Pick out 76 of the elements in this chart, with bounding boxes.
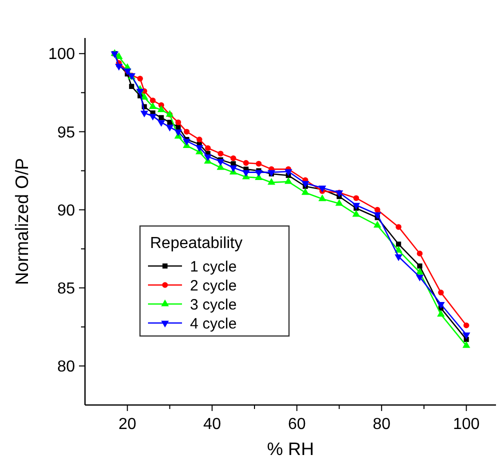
point: [268, 178, 276, 185]
point: [284, 169, 292, 176]
y-tick-label: 100: [48, 46, 76, 64]
y-tick-label: 80: [57, 358, 76, 376]
point: [463, 322, 470, 328]
point: [256, 160, 262, 167]
x-tick-label: 20: [118, 416, 136, 433]
point: [396, 242, 402, 247]
point: [352, 210, 360, 217]
x-tick-label: 100: [452, 416, 480, 433]
point: [301, 188, 310, 195]
point: [166, 124, 174, 132]
point: [182, 138, 191, 146]
point: [416, 250, 423, 256]
point: [129, 84, 134, 89]
point: [352, 202, 360, 210]
point: [284, 177, 292, 184]
point: [167, 120, 172, 125]
point: [205, 145, 211, 151]
point: [115, 52, 123, 59]
point: [148, 102, 157, 109]
point: [196, 136, 202, 142]
point: [196, 145, 204, 152]
point: [137, 76, 143, 82]
point: [230, 155, 236, 162]
point: [437, 310, 445, 317]
point: [136, 88, 144, 96]
legend-label: 3 cycle: [190, 296, 237, 314]
x-axis-title: % RH: [266, 439, 314, 459]
point: [394, 254, 402, 262]
point: [148, 114, 157, 121]
point: [150, 98, 156, 104]
point: [416, 274, 424, 282]
y-tick-label: 95: [57, 124, 76, 142]
point: [242, 170, 250, 177]
point: [140, 92, 148, 100]
point: [301, 181, 310, 188]
point: [157, 105, 166, 112]
point: [396, 224, 402, 230]
y-axis-title: Normalized O/P: [12, 158, 32, 286]
point: [254, 170, 263, 177]
point: [157, 120, 166, 127]
point: [216, 159, 224, 166]
point: [176, 124, 181, 130]
legend-label: 2 cycle: [190, 277, 237, 294]
legend-label: 1 cycle: [190, 258, 237, 276]
point: [416, 268, 424, 274]
point: [243, 160, 249, 166]
point: [175, 119, 182, 126]
x-tick-label: 40: [203, 416, 222, 433]
y-tick-label: 90: [57, 202, 76, 220]
point: [335, 199, 344, 206]
x-tick-label: 60: [288, 416, 306, 433]
point: [318, 194, 326, 202]
point: [417, 263, 422, 269]
point: [115, 64, 123, 71]
point: [353, 195, 360, 201]
point: [373, 212, 382, 219]
point: [437, 302, 445, 309]
point: [140, 110, 148, 118]
point: [216, 163, 224, 170]
point: [204, 154, 212, 162]
x-tick-label: 80: [372, 416, 391, 433]
point: [373, 220, 382, 228]
point: [462, 341, 470, 348]
point: [374, 206, 380, 213]
point: [462, 332, 470, 340]
point: [174, 129, 182, 136]
point: [218, 150, 224, 156]
point: [184, 128, 190, 135]
legend-title: Repeatability: [150, 235, 242, 252]
y-tick-label: 85: [57, 280, 76, 298]
point: [438, 290, 444, 296]
legend-label: 4 cycle: [190, 315, 237, 332]
point: [158, 115, 164, 120]
point: [229, 165, 238, 172]
